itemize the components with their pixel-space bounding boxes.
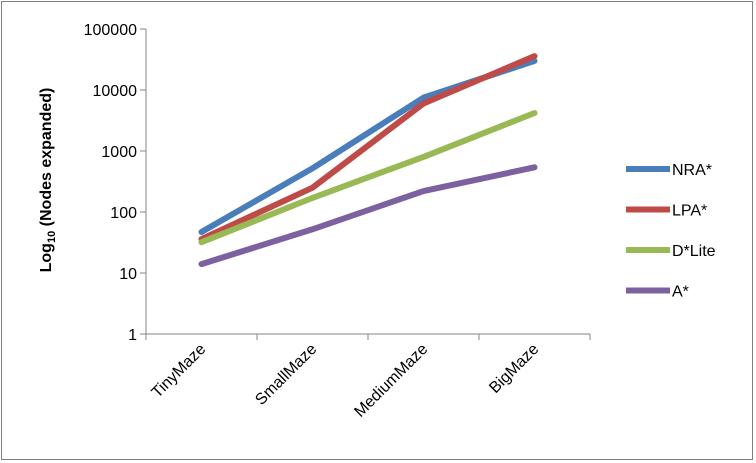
series-line-a- <box>198 164 538 268</box>
x-tick-label: MediumMaze <box>351 341 431 421</box>
y-tick-label: 1 <box>128 327 137 344</box>
y-tick-label: 100 <box>110 205 137 222</box>
x-tick-label: BigMaze <box>486 341 542 397</box>
series-line-d-lite <box>198 110 538 246</box>
legend: NRA* LPA* D*Lite A* <box>626 162 716 301</box>
y-tick-label: 10 <box>119 266 137 283</box>
legend-label-a-: A* <box>672 284 689 301</box>
x-tick-label: TinyMaze <box>149 341 210 402</box>
plot-area: 100000 10000 1000 100 10 1 TinyMaze SmallMaze Me… <box>84 22 591 421</box>
y-tick-label: 10000 <box>93 83 138 100</box>
y-tick-label: 1000 <box>101 144 137 161</box>
legend-label-lpa-: LPA* <box>672 203 707 220</box>
y-axis-label: Log10 (Nodes expanded) <box>38 88 58 273</box>
legend-label-d-lite: D*Lite <box>672 243 716 260</box>
series-line-lpa- <box>198 53 538 243</box>
legend-label-nra-: NRA* <box>672 162 712 179</box>
y-tick-label: 100000 <box>84 22 137 39</box>
x-tick-label: SmallMaze <box>252 341 320 409</box>
